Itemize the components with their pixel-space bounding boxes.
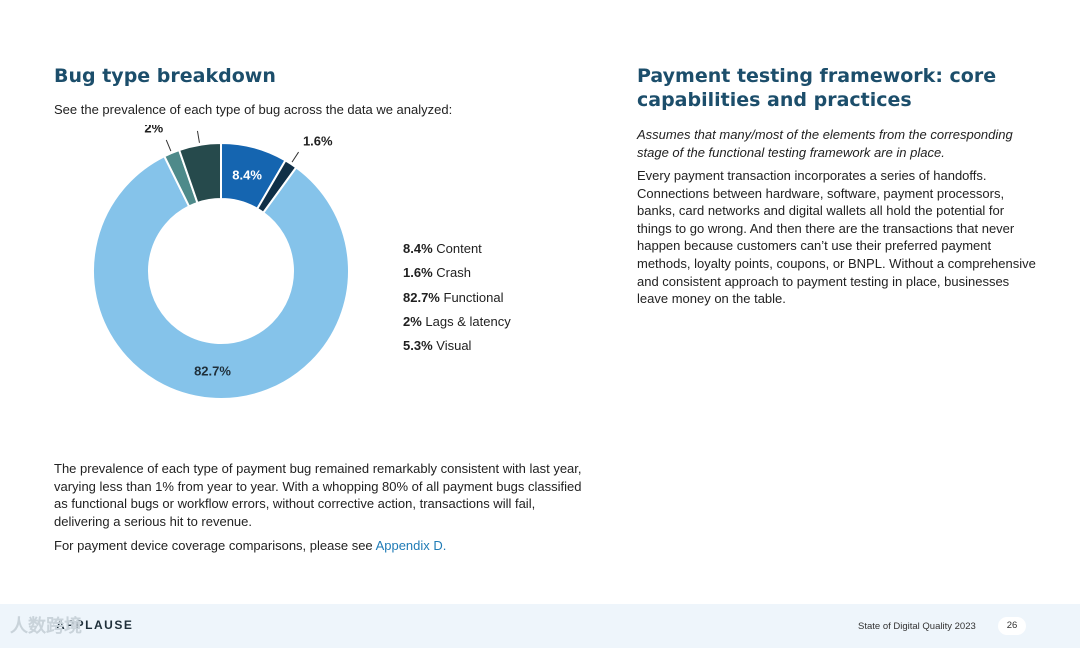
data-label-visual: 5.3%: [181, 125, 211, 126]
leader-line-crash: [291, 151, 300, 163]
legend-item-crash: 1.6% Crash: [403, 265, 471, 281]
legend-item-visual: 5.3% Visual: [403, 338, 472, 354]
assumption-note: Assumes that many/most of the elements f…: [637, 127, 1013, 160]
slice-functional: [92, 154, 350, 400]
appendix-note: For payment device coverage comparisons,…: [54, 537, 446, 555]
watermark: 人数跨境: [10, 616, 82, 636]
bug-type-donut-chart: 8.4% 82.7% 1.6% 2% 5.3%: [92, 125, 350, 400]
chart-legend: 8.4% Content 1.6% Crash 82.7% Functional…: [403, 240, 511, 361]
slice-visual: [177, 141, 222, 205]
data-label-functional: 82.7%: [194, 364, 231, 379]
report-title: State of Digital Quality 2023: [858, 621, 976, 632]
legend-item-functional: 82.7% Functional: [403, 289, 504, 305]
data-label-content: 8.4%: [232, 167, 262, 182]
page-number: 26: [998, 617, 1026, 635]
legend-item-lags-latency: 2% Lags & latency: [403, 313, 511, 329]
title-line-1: Payment testing framework: core: [637, 65, 997, 87]
chart-intro: See the prevalence of each type of bug a…: [54, 102, 453, 117]
body-paragraph-handoffs: Every payment transaction incorporates a…: [637, 168, 1036, 307]
leader-line-visual: [196, 130, 200, 143]
data-label-lags-latency: 2%: [144, 125, 163, 136]
body-paragraph-consistency: The prevalence of each type of payment b…: [54, 461, 582, 529]
section-title-payment-framework: Payment testing framework: core capabili…: [637, 64, 996, 112]
appendix-note-text: For payment device coverage comparisons,…: [54, 538, 376, 553]
section-title-bug-type: Bug type breakdown: [54, 65, 276, 87]
leader-line-lags-latency: [165, 139, 172, 152]
page-footer: APPLAUSE State of Digital Quality 2023 2…: [0, 604, 1080, 648]
appendix-d-link[interactable]: Appendix D.: [375, 538, 447, 553]
data-label-crash: 1.6%: [303, 133, 333, 148]
legend-item-content: 8.4% Content: [403, 241, 482, 256]
brand-logo: APPLAUSE: [56, 618, 134, 632]
title-line-2: capabilities and practices: [637, 89, 912, 111]
